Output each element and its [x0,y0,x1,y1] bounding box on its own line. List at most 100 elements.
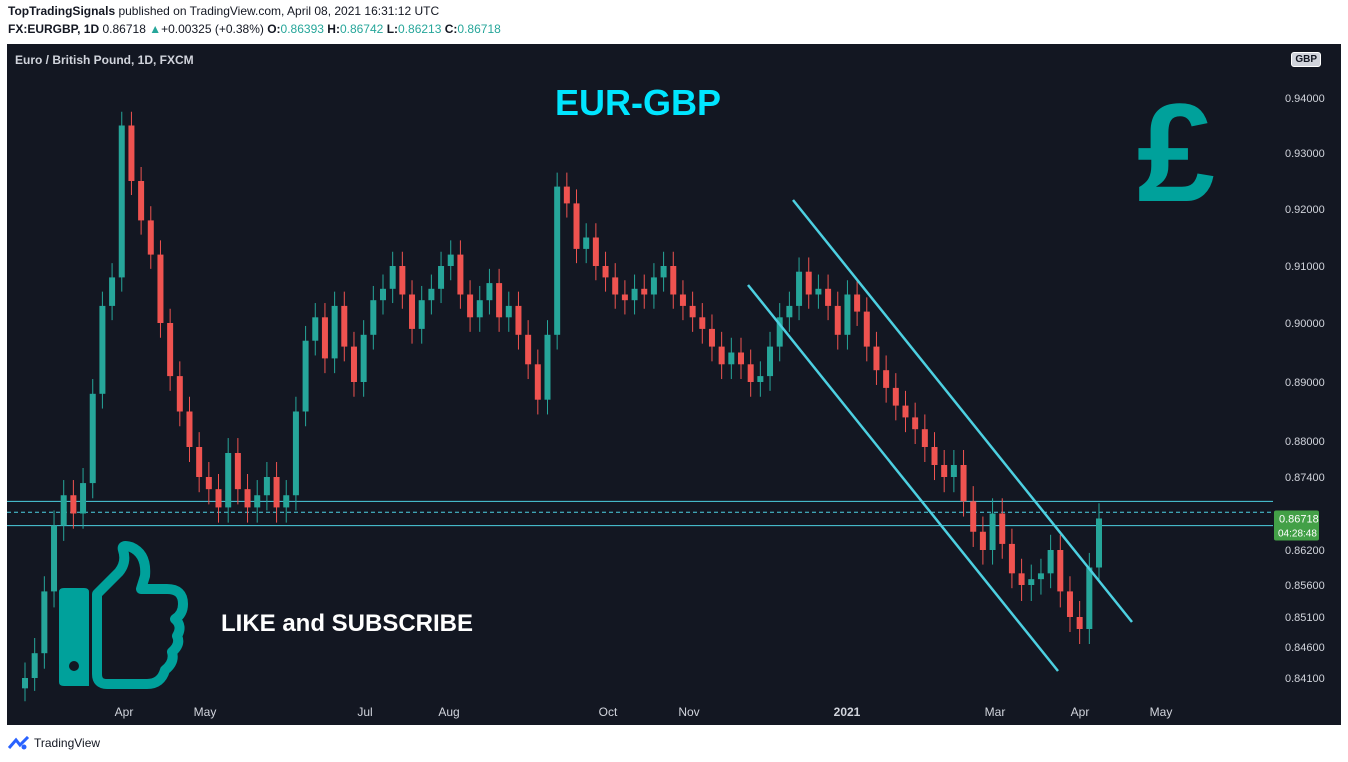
symbol-line: FX:EURGBP, 1D [8,22,100,36]
candle-body [592,237,599,266]
candle-body [244,489,251,508]
candle-body [438,266,445,289]
candle-body [99,305,106,394]
candle-body [999,513,1006,544]
thumb-cuff-hole [69,661,79,671]
candle-body [486,283,493,301]
candle-body [263,477,270,496]
currency-badge[interactable]: GBP [1291,52,1321,67]
candle-body [128,125,135,181]
time-axis-label: May [194,705,217,719]
candle-body [515,305,522,335]
candle-body [728,352,735,365]
price-axis-label: 0.84600 [1285,642,1325,654]
price-axis-label: 0.88000 [1285,436,1325,448]
candle-body [1018,573,1025,585]
candle-body [805,271,812,295]
candle-body [273,477,280,508]
low-value: 0.86213 [398,22,442,36]
last-price-tag [1274,510,1319,541]
candle-body [902,405,909,418]
chart-title: EUR-GBP [555,82,722,123]
candle-body [950,465,957,477]
open-label: O: [267,22,281,36]
last-price: 0.86718 [102,22,146,36]
candle-body [699,317,706,329]
candle-body [109,277,116,306]
candle-body [796,271,803,306]
candle-body [873,346,880,371]
candle-body [1057,550,1064,592]
candle-body [80,483,87,514]
candle-body [554,186,561,335]
candle-body [1096,518,1102,568]
change-value: +0.00325 (+0.38%) [161,22,264,36]
candle-body [70,495,77,514]
candle-body [350,346,357,382]
candle-body [380,288,386,301]
high-label: H: [327,22,340,36]
price-chart[interactable]: 0.94000 0.93000 0.92000 0.91000 0.90000 0.890… [7,44,1341,725]
tradingview-logo-icon[interactable] [8,736,30,750]
low-label: L: [386,22,399,36]
publisher-name[interactable]: TopTradingSignals [8,4,116,18]
candle-body [941,465,948,477]
thumb-cuff [59,588,89,686]
candle-body [1047,550,1054,574]
candle-body [409,294,416,329]
candle-body [496,283,503,318]
candle-body [825,288,832,306]
candle-body [41,591,48,654]
candle-body [418,300,425,329]
time-axis-label: 2021 [834,705,861,719]
candle-body [341,305,348,347]
bar-countdown: 04:28:48 [1278,528,1317,539]
price-axis-label: 0.90000 [1285,318,1325,330]
candle-body [302,340,309,412]
candle-body [186,411,193,447]
candle-body [505,305,512,318]
candle-body [225,453,232,508]
candle-body [312,317,319,341]
candle-body [60,495,67,526]
candle-body [234,453,241,490]
thumbs-up-icon [59,541,188,689]
candle-body [176,376,183,412]
candle-body [196,447,203,477]
candle-body [670,266,677,295]
close-label: C: [444,22,458,36]
price-axis-label: 0.89000 [1285,377,1325,389]
publish-info: TopTradingSignals published on TradingVi… [8,4,439,18]
candle-body [399,266,406,295]
price-axis-label: 0.86200 [1285,545,1325,557]
candle-body [321,317,328,359]
price-axis-label: 0.84100 [1285,673,1325,685]
time-axis-label: Apr [115,705,134,719]
candle-body [1028,579,1035,585]
channel-upper-line [792,199,1133,623]
candle-body [1086,567,1093,629]
footer-brand[interactable]: TradingView [34,736,101,750]
candle-body [979,531,986,550]
candle-body [215,489,222,508]
candle-body [612,277,619,295]
candle-body [370,300,377,335]
open-value: 0.86393 [280,22,324,36]
candle-body [621,294,628,301]
candle-body [138,181,145,221]
candle-body [563,186,570,204]
candle-body [747,364,754,382]
candle-body [708,328,715,347]
candle-body [89,393,96,484]
ohlc-line: FX:EURGBP, 1D 0.86718 ▲+0.00325 (+0.38%)… [8,22,501,36]
candle-body [960,465,967,502]
candle-body [989,513,996,550]
price-axis-label: 0.91000 [1285,261,1325,273]
time-axis-label: Nov [678,705,699,719]
chart-pane[interactable]: 0.94000 0.93000 0.92000 0.91000 0.90000 0.890… [7,44,1341,725]
candle-body [331,305,338,359]
candle-body [892,387,899,406]
candle-body [118,125,125,278]
candle-body [631,288,638,301]
price-axis-label: 0.94000 [1285,93,1325,105]
